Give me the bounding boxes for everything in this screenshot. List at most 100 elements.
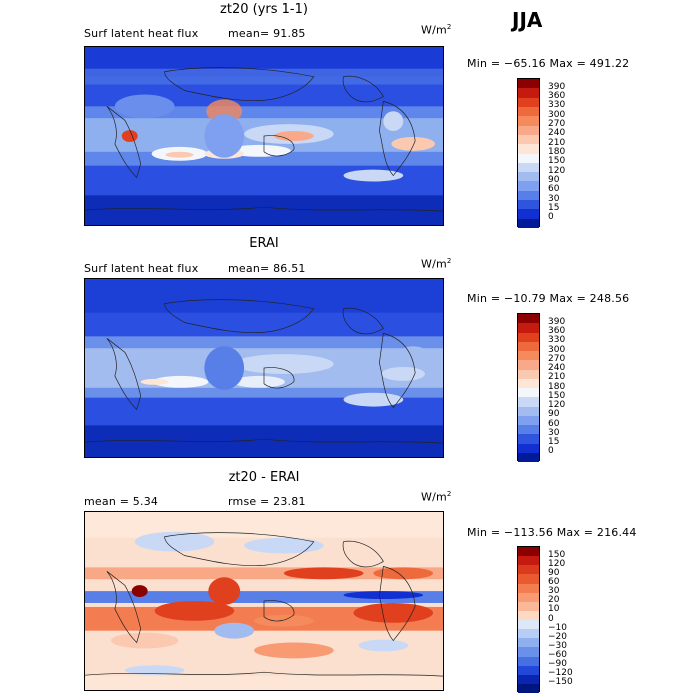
colorbar-tick-label: 210 bbox=[548, 372, 566, 383]
colorbar-swatch bbox=[518, 406, 539, 416]
colorbar-tick-label: 270 bbox=[548, 353, 566, 364]
colorbar-tick-label: 30 bbox=[548, 586, 560, 597]
colorbar-swatch bbox=[518, 116, 539, 126]
colorbar-tick-label: 20 bbox=[548, 595, 560, 606]
colorbar-tick-label: 60 bbox=[548, 418, 560, 429]
colorbar-tick-label: 90 bbox=[548, 174, 560, 185]
colorbar-swatch bbox=[518, 88, 539, 98]
colorbar-tick-label: 120 bbox=[548, 400, 566, 410]
colorbar-tick-label: 360 bbox=[548, 91, 566, 102]
colorbar-tick-label: 150 bbox=[548, 156, 566, 167]
panel-2-units: W/m2 bbox=[421, 257, 452, 271]
colorbar-swatch bbox=[518, 601, 539, 611]
colorbar-tick-label: 0 bbox=[548, 446, 554, 457]
colorbar-swatch bbox=[518, 172, 539, 182]
colorbar-tick-label: 210 bbox=[548, 137, 566, 148]
colorbar-swatch bbox=[518, 665, 539, 675]
colorbar-swatch bbox=[518, 638, 539, 648]
panel-2-variable: Surf latent heat flux bbox=[84, 262, 199, 275]
panel-1-mean: mean= 91.85 bbox=[228, 27, 306, 40]
panel-3-rmse: rmse = 23.81 bbox=[228, 495, 306, 508]
colorbar-swatch bbox=[518, 583, 539, 593]
colorbar-swatch bbox=[518, 106, 539, 117]
colorbar-swatch bbox=[518, 190, 539, 201]
colorbar-tick-label: 330 bbox=[548, 100, 566, 111]
colorbar-tick-label: 15 bbox=[548, 202, 560, 213]
panel-1-units: W/m2 bbox=[421, 23, 452, 37]
colorbar-tick-label: 60 bbox=[548, 184, 560, 195]
colorbar-swatch bbox=[518, 79, 539, 89]
colorbar-tick-label: 300 bbox=[548, 344, 566, 355]
colorbar-swatch bbox=[518, 314, 539, 324]
colorbar-swatch bbox=[518, 351, 539, 361]
colorbar-tick-label: 390 bbox=[548, 316, 566, 327]
colorbar-swatch bbox=[518, 683, 539, 693]
panel-1-map bbox=[84, 46, 444, 226]
colorbar-swatch bbox=[518, 674, 539, 684]
colorbar-swatch bbox=[518, 434, 539, 444]
colorbar-swatch bbox=[518, 200, 539, 210]
colorbar-tick-label: 390 bbox=[548, 81, 566, 92]
colorbar-tick-label: 120 bbox=[548, 558, 566, 569]
panel-2-colorbar bbox=[517, 313, 540, 462]
colorbar-swatch bbox=[518, 565, 539, 575]
colorbar-swatch bbox=[518, 332, 539, 342]
colorbar-swatch bbox=[518, 397, 539, 407]
panel-3-title: zt20 - ERAI bbox=[228, 470, 300, 485]
panel-3-units: W/m2 bbox=[421, 490, 452, 504]
colorbar-tick-label: 0 bbox=[548, 613, 554, 624]
colorbar-tick-label: 150 bbox=[548, 549, 566, 560]
panel-1-variable: Surf latent heat flux bbox=[84, 27, 199, 40]
colorbar-tick-label: 330 bbox=[548, 335, 566, 346]
colorbar-tick-label: −90 bbox=[548, 659, 567, 670]
colorbar-tick-label: 150 bbox=[548, 390, 566, 401]
colorbar-swatch bbox=[518, 425, 539, 435]
colorbar-swatch bbox=[518, 369, 539, 379]
colorbar-tick-label: 360 bbox=[548, 326, 566, 336]
colorbar-tick-label: −60 bbox=[548, 650, 567, 660]
colorbar-swatch bbox=[518, 547, 539, 557]
colorbar-swatch bbox=[518, 620, 539, 630]
colorbar-swatch bbox=[518, 181, 539, 191]
colorbar-swatch bbox=[518, 610, 539, 620]
colorbar-swatch bbox=[518, 388, 539, 398]
colorbar-tick-label: 30 bbox=[548, 193, 560, 204]
colorbar-tick-label: 90 bbox=[548, 567, 560, 578]
colorbar-tick-label: 240 bbox=[548, 363, 566, 373]
colorbar-swatch bbox=[518, 97, 539, 107]
colorbar-tick-label: 120 bbox=[548, 165, 566, 176]
colorbar-swatch bbox=[518, 144, 539, 154]
colorbar-tick-label: 30 bbox=[548, 427, 560, 438]
colorbar-tick-label: 240 bbox=[548, 128, 566, 139]
panel-1-colorbar bbox=[517, 78, 540, 228]
colorbar-tick-label: 180 bbox=[548, 147, 566, 157]
panel-3-colorbar bbox=[517, 546, 540, 693]
colorbar-swatch bbox=[518, 378, 539, 388]
colorbar-tick-label: 10 bbox=[548, 604, 560, 615]
colorbar-tick-label: 90 bbox=[548, 409, 560, 420]
colorbar-swatch bbox=[518, 218, 539, 228]
colorbar-tick-label: −10 bbox=[548, 622, 567, 633]
panel-1-minmax: Min = −65.16 Max = 491.22 bbox=[467, 57, 630, 70]
colorbar-swatch bbox=[518, 556, 539, 566]
season-label: JJA bbox=[512, 8, 543, 32]
colorbar-swatch bbox=[518, 134, 539, 145]
colorbar-tick-label: −150 bbox=[548, 677, 573, 688]
colorbar-swatch bbox=[518, 415, 539, 425]
colorbar-tick-label: −120 bbox=[548, 668, 573, 679]
colorbar-tick-label: 180 bbox=[548, 381, 566, 392]
colorbar-swatch bbox=[518, 656, 539, 666]
panel-3-mean: mean = 5.34 bbox=[84, 495, 159, 508]
colorbar-swatch bbox=[518, 360, 539, 370]
colorbar-tick-label: 0 bbox=[548, 212, 554, 223]
panel-3-map bbox=[84, 511, 444, 691]
colorbar-tick-label: −30 bbox=[548, 640, 567, 651]
colorbar-swatch bbox=[518, 629, 539, 639]
colorbar-swatch bbox=[518, 443, 539, 453]
colorbar-swatch bbox=[518, 153, 539, 163]
panel-2-title: ERAI bbox=[249, 236, 279, 251]
colorbar-tick-label: 270 bbox=[548, 119, 566, 130]
colorbar-swatch bbox=[518, 574, 539, 584]
colorbar-swatch bbox=[518, 341, 539, 351]
panel-3-minmax: Min = −113.56 Max = 216.44 bbox=[467, 526, 637, 539]
